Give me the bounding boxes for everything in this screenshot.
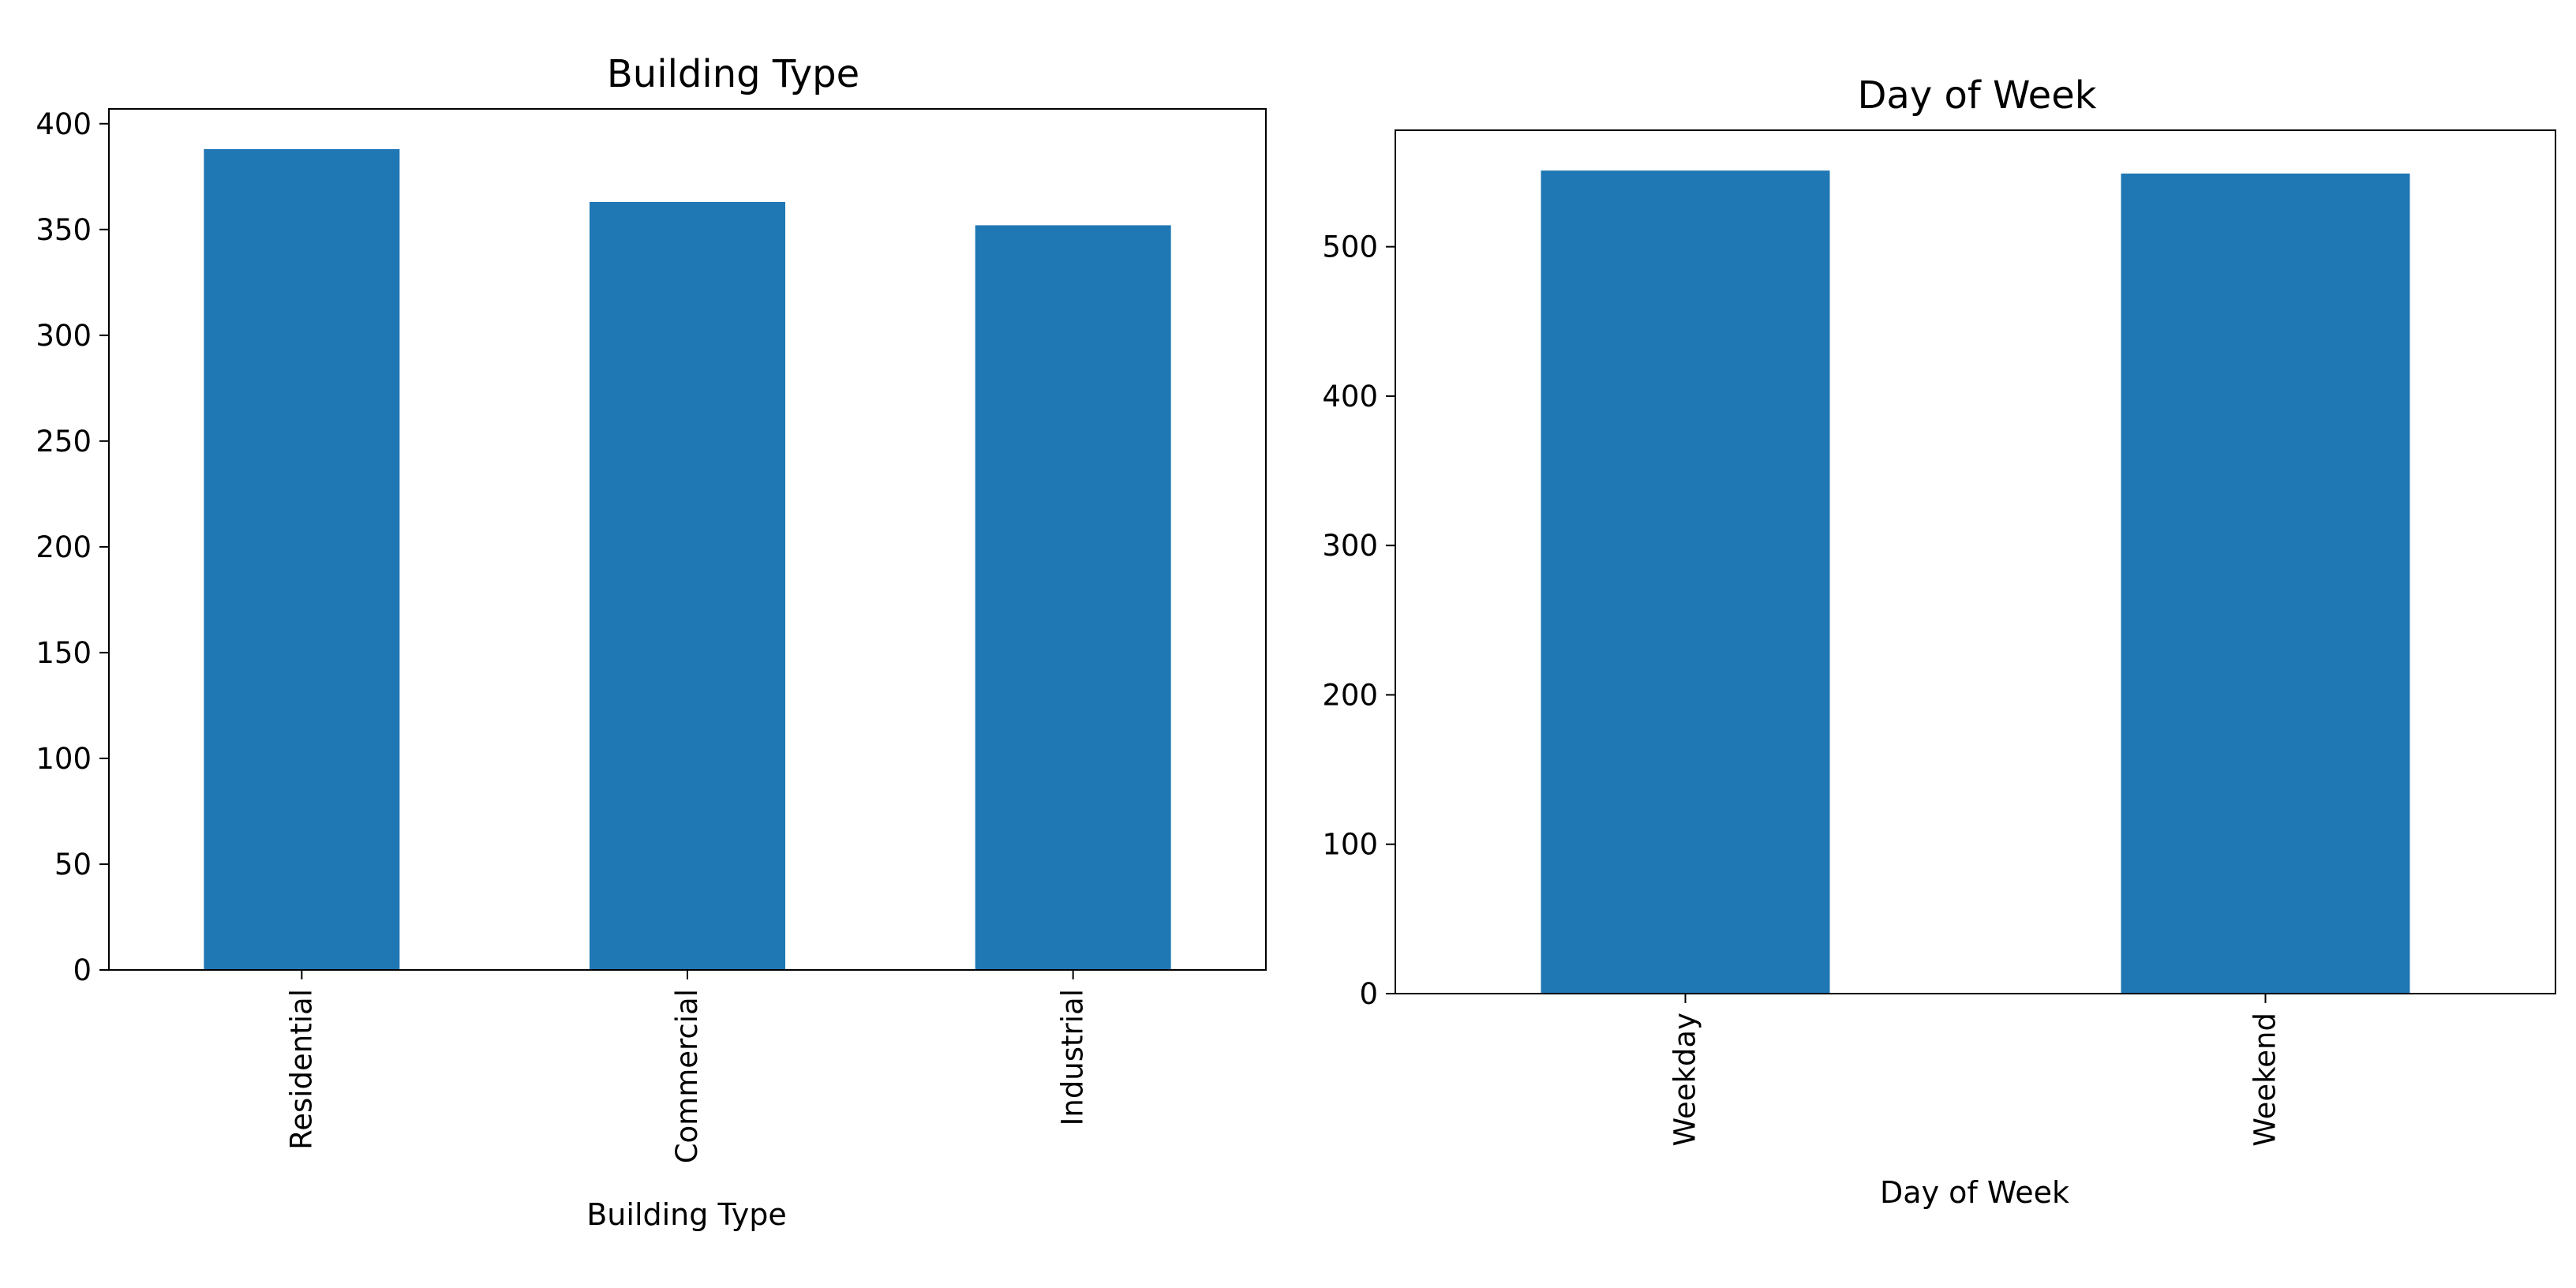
y-tick-label: 200	[36, 530, 92, 564]
y-tick-label: 250	[36, 425, 92, 459]
y-tick-label: 400	[1322, 380, 1378, 414]
bar-weekday	[1541, 170, 1830, 994]
x-tick-label-commercial: Commercial	[670, 989, 704, 1163]
chart-building-type: Building Type 0 50 100 150 200 250 300 350 400 R…	[36, 52, 1267, 1232]
y-tick-label: 300	[1322, 529, 1378, 563]
x-tick-label-industrial: Industrial	[1056, 989, 1090, 1126]
x-axis-ticks: Weekday Weekend	[1668, 994, 2282, 1147]
y-tick-label: 100	[36, 742, 92, 776]
y-tick-label: 350	[36, 213, 92, 247]
y-axis-ticks: 0 50 100 150 200 250 300 350 400	[36, 107, 109, 987]
chart-title: Day of Week	[1857, 73, 2096, 118]
y-tick-label: 200	[1322, 678, 1378, 712]
y-tick-label: 500	[1322, 230, 1378, 264]
x-tick-label-weekend: Weekend	[2248, 1013, 2282, 1147]
y-tick-label: 400	[36, 107, 92, 141]
x-tick-label-weekday: Weekday	[1668, 1013, 1702, 1146]
y-tick-label: 150	[36, 636, 92, 670]
bar-residential	[204, 148, 400, 971]
y-tick-label: 300	[36, 319, 92, 353]
plot-frame	[1395, 129, 2556, 994]
bar-industrial	[975, 225, 1171, 970]
x-axis-label: Building Type	[586, 1197, 787, 1232]
x-tick-label-residential: Residential	[284, 989, 318, 1150]
y-tick-label: 100	[1322, 828, 1378, 862]
bars	[1541, 170, 2410, 994]
bar-weekend	[2121, 173, 2410, 994]
y-tick-label: 0	[1359, 977, 1378, 1011]
bar-commercial	[590, 201, 785, 971]
y-tick-label: 0	[73, 953, 92, 987]
chart-title: Building Type	[607, 52, 859, 96]
x-axis-label: Day of Week	[1880, 1175, 2069, 1210]
bars	[204, 148, 1171, 971]
y-axis-ticks: 0 100 200 300 400 500	[1322, 230, 1395, 1011]
x-axis-ticks: Residential Commercial Industrial	[284, 970, 1090, 1163]
plot-frame	[108, 108, 1267, 971]
y-tick-label: 50	[54, 848, 92, 882]
